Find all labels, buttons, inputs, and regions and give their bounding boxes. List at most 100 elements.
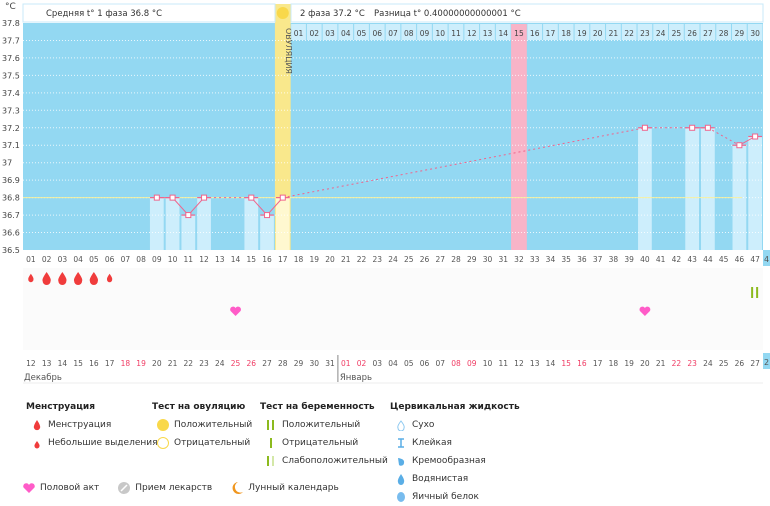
calendar-date: 15 [561,359,571,368]
y-tick-label: 37.4 [2,89,20,98]
calendar-date: 21 [656,359,666,368]
temp-bar [685,127,700,250]
legend-title: Тест на овуляцию [152,402,246,412]
cycle-day-label: 47 [750,255,760,264]
calendar-date: 12 [514,359,524,368]
edge-label: 4 [764,255,769,264]
post-ov-day-cell [338,24,354,40]
post-ov-day-cell [432,24,448,40]
calendar-date: 08 [451,359,461,368]
post-ov-day-cell [291,24,306,40]
temp-point [201,194,208,201]
post-ov-day-label: 29 [735,29,745,38]
heart-icon [230,306,241,316]
post-ov-day-cell [511,24,527,40]
legend-label: Небольшие выделения [48,438,158,448]
calendar-date: 22 [184,359,194,368]
cycle-day-label: 08 [136,255,146,264]
post-ov-day-cell [543,24,558,40]
unit-label: °C [5,2,16,12]
legend-label: Отрицательный [282,438,359,448]
cycle-day-label: 09 [152,255,162,264]
post-ov-day-label: 26 [687,29,697,38]
highlight-column [511,24,527,250]
dry-icon [390,419,412,431]
cycle-day-label: 02 [42,255,52,264]
cycle-day-label: 46 [735,255,745,264]
post-ov-day-cell [354,24,369,40]
post-ov-day-label: 19 [577,29,587,38]
post-ov-day-label: 14 [498,29,508,38]
post-ov-day-cell [669,24,684,40]
calendar-date: 31 [325,359,335,368]
cycle-day-label: 11 [184,255,194,264]
month-label: Январь [340,373,372,383]
temp-point [704,124,711,131]
cycle-day-label: 16 [262,255,272,264]
cycle-day-label: 33 [530,255,540,264]
calendar-date: 03 [372,359,382,368]
post-ov-day-cell [464,24,480,40]
cycle-day-label: 05 [89,255,99,264]
post-ov-day-label: 06 [372,29,382,38]
post-ov-day-cell [653,24,669,40]
cycle-day-label: 10 [168,255,178,264]
calendar-date: 05 [404,359,414,368]
legend-label: Отрицательный [174,438,251,448]
menstruation-drop-icon [73,272,83,285]
cycle-day-label: 04 [73,255,83,264]
menstruation-drop-icon [42,272,51,285]
legend-label: Лунный календарь [248,483,339,493]
cycle-day-label: 39 [624,255,634,264]
post-ov-day-label: 20 [593,29,603,38]
temp-bar [244,197,259,250]
calendar-date: 23 [687,359,697,368]
y-tick-label: 36.6 [2,229,20,238]
pregnancy-test-icon [756,287,759,298]
cycle-day-label: 27 [435,255,445,264]
legend-pregnancy-test: Тест на беременность Положительный Отриц… [260,398,388,470]
phase1-box [22,3,276,23]
month-label: Декабрь [24,373,62,383]
post-ov-day-label: 25 [672,29,682,38]
calendar-date: 13 [530,359,540,368]
drop-icon [26,419,48,431]
y-tick-label: 37 [2,159,12,168]
cycle-day-label: 36 [577,255,587,264]
post-ov-day-label: 21 [609,29,619,38]
post-ov-day-label: 09 [420,29,430,38]
calendar-date: 16 [577,359,587,368]
calendar-date: 25 [231,359,241,368]
phase1-text: Средняя t° 1 фаза 36.8 °C [46,9,162,19]
post-ov-day-cell [684,24,700,40]
ovulation-label: ОВУЛЯЦИЯ [284,28,293,74]
temperature-chart: 37.8 37.7 37.6 37.5 37.4 37.3 37.2 37.1 37 36.9 36… [2,2,770,384]
y-tick-label: 36.7 [2,211,20,220]
legend-label: Положительный [282,420,361,430]
legend-label: Кремообразная [412,456,486,466]
temp-point [169,194,176,201]
post-ov-day-label: 18 [561,29,571,38]
ovulation-column [274,4,291,250]
calendar-date: 19 [624,359,634,368]
cycle-day-label: 26 [420,255,430,264]
cycle-day-label: 34 [546,255,556,264]
post-ov-day-cell [322,24,338,40]
post-ov-day-cell [606,24,621,40]
temp-bar [701,127,715,250]
calendar-date: 27 [750,359,760,368]
scroll-edge-bottom [763,353,770,369]
cycle-day-label: 25 [404,255,414,264]
post-ov-day-cell [637,24,653,40]
legend-other: Половой акт Прием лекарств Лунный календ… [18,479,339,497]
cycle-day-label: 20 [325,255,335,264]
post-ov-day-label: 02 [310,29,320,38]
calendar-date: 26 [735,359,745,368]
calendar-date: 23 [199,359,209,368]
empty-circle-icon [152,436,174,450]
post-ov-day-cell [417,24,432,40]
cycle-day-label: 07 [121,255,131,264]
post-ov-day-cell [495,24,511,40]
phase2-box [290,3,764,23]
legend-title: Цервикальная жидкость [390,402,520,412]
